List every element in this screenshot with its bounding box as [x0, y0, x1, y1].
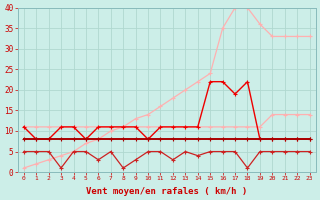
X-axis label: Vent moyen/en rafales ( km/h ): Vent moyen/en rafales ( km/h ) — [86, 187, 247, 196]
